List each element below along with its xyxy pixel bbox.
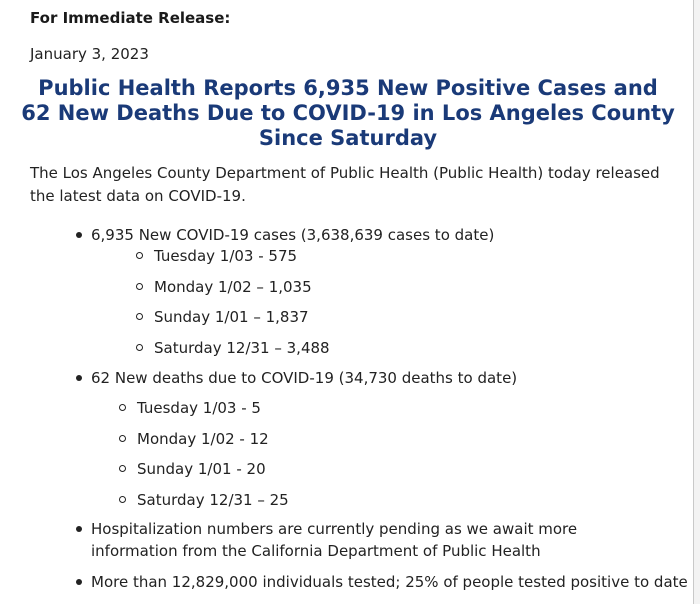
release-label: For Immediate Release: (30, 9, 231, 27)
bullet-dot (76, 232, 82, 238)
list-item: 6,935 New COVID-19 cases (3,638,639 case… (91, 226, 495, 244)
bullet-dot (76, 579, 82, 585)
sub-list-item: Monday 1/02 - 12 (137, 430, 269, 448)
sub-bullet-circle (136, 252, 143, 259)
sub-bullet-circle (119, 496, 126, 503)
sub-bullet-circle (119, 465, 126, 472)
sub-list-item: Saturday 12/31 – 25 (137, 491, 289, 509)
sub-list-item: Tuesday 1/03 - 5 (137, 399, 261, 417)
sub-bullet-circle (136, 344, 143, 351)
sub-list-item: Sunday 1/01 – 1,837 (154, 308, 309, 326)
list-item: Hospitalization numbers are currently pe… (91, 520, 578, 560)
sub-bullet-circle (136, 283, 143, 290)
intro-paragraph: The Los Angeles County Department of Pub… (30, 164, 660, 205)
bullet-dot (76, 375, 82, 381)
sub-bullet-circle (136, 313, 143, 320)
list-item: More than 12,829,000 individuals tested;… (91, 573, 688, 591)
release-date: January 3, 2023 (30, 45, 149, 63)
sub-bullet-circle (119, 435, 126, 442)
page-title: Public Health Reports 6,935 New Positive… (21, 76, 675, 150)
sub-list-item: Tuesday 1/03 - 575 (154, 247, 298, 265)
list-item: 62 New deaths due to COVID-19 (34,730 de… (91, 369, 518, 387)
scrollbar-track[interactable] (694, 0, 700, 604)
sub-bullet-circle (119, 404, 126, 411)
bullet-dot (76, 526, 82, 532)
sub-list-item: Sunday 1/01 - 20 (137, 460, 266, 478)
sub-list-item: Monday 1/02 – 1,035 (154, 278, 312, 296)
sub-list-item: Saturday 12/31 – 3,488 (154, 339, 330, 357)
